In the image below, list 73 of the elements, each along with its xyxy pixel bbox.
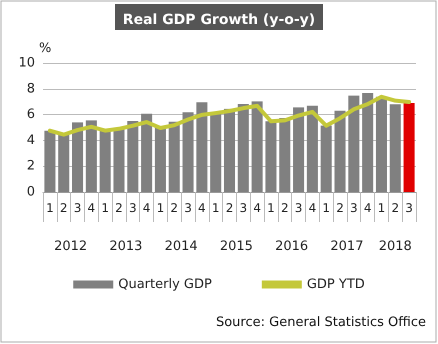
y-tick-label: 2 xyxy=(26,158,35,174)
bar xyxy=(72,122,84,192)
y-tick-label: 6 xyxy=(26,107,35,122)
bar xyxy=(376,96,387,192)
bar xyxy=(238,104,249,192)
bar xyxy=(182,112,194,192)
legend-label: GDP YTD xyxy=(306,277,365,292)
bar xyxy=(348,96,360,192)
x-tick-label: 4 xyxy=(142,201,150,215)
x-tick-label: 1 xyxy=(322,201,330,215)
x-tick-label: 1 xyxy=(156,201,164,215)
x-tick-label: 1 xyxy=(267,201,275,215)
bar xyxy=(334,110,346,192)
text: 2017 xyxy=(330,239,364,254)
text: 2015 xyxy=(220,239,253,254)
bar xyxy=(265,121,276,192)
bar xyxy=(58,134,70,192)
text: 2016 xyxy=(275,239,308,254)
x-tick-label: 4 xyxy=(198,201,206,215)
x-tick-label: 2 xyxy=(60,201,68,215)
x-tick-label: 1 xyxy=(212,201,220,215)
bar xyxy=(44,130,56,192)
bar xyxy=(196,102,208,192)
text: 2012 xyxy=(54,239,88,254)
bar xyxy=(320,126,332,192)
y-tick-label: 10 xyxy=(18,56,35,70)
text: 2014 xyxy=(164,239,198,254)
bar xyxy=(141,114,152,192)
x-tick-label: 4 xyxy=(308,201,316,215)
bar xyxy=(279,118,290,192)
bar xyxy=(210,113,222,192)
x-tick-label: 2 xyxy=(170,201,178,215)
bar xyxy=(168,122,180,192)
text: 2013 xyxy=(109,239,142,254)
bar xyxy=(224,108,236,192)
y-tick-label: 4 xyxy=(26,132,35,148)
x-tick-label: 4 xyxy=(364,201,372,215)
source-note: Source: General Statistics Office xyxy=(216,315,426,330)
bar xyxy=(362,93,374,192)
x-tick-label: 3 xyxy=(184,201,192,215)
x-tick-label: 2 xyxy=(115,201,123,215)
bar xyxy=(113,128,125,192)
x-tick-label: 3 xyxy=(239,201,248,215)
x-tick-label: 4 xyxy=(88,201,96,215)
bar xyxy=(404,102,415,192)
bar xyxy=(390,104,401,192)
chart-title: Real GDP Growth (y-o-y) xyxy=(122,12,316,28)
bar xyxy=(86,120,97,192)
legend-label: Quarterly GDP xyxy=(118,277,212,292)
y-tick-label: 0 xyxy=(26,184,35,200)
y-tick-label: 8 xyxy=(26,81,35,96)
bar xyxy=(306,106,318,192)
y-axis-title: % xyxy=(39,41,52,56)
x-tick-label: 2 xyxy=(226,201,234,215)
x-tick-label: 3 xyxy=(405,201,413,215)
x-tick-label: 2 xyxy=(391,201,400,215)
x-tick-label: 1 xyxy=(378,201,386,215)
x-tick-label: 3 xyxy=(350,201,358,215)
x-tick-label: 3 xyxy=(128,201,137,215)
line-series xyxy=(48,94,412,137)
x-tick-label: 4 xyxy=(253,201,261,215)
x-tick-label: 1 xyxy=(46,201,54,215)
text: 2018 xyxy=(378,239,412,254)
x-tick-label: 1 xyxy=(101,201,109,215)
x-tick-label: 2 xyxy=(280,201,289,215)
bar xyxy=(252,101,263,192)
bar xyxy=(127,121,138,192)
x-tick-label: 2 xyxy=(336,201,344,215)
bar xyxy=(100,130,111,192)
bar xyxy=(154,126,166,192)
x-tick-label: 3 xyxy=(74,201,82,215)
bar xyxy=(293,107,304,192)
x-tick-label: 3 xyxy=(294,201,302,215)
